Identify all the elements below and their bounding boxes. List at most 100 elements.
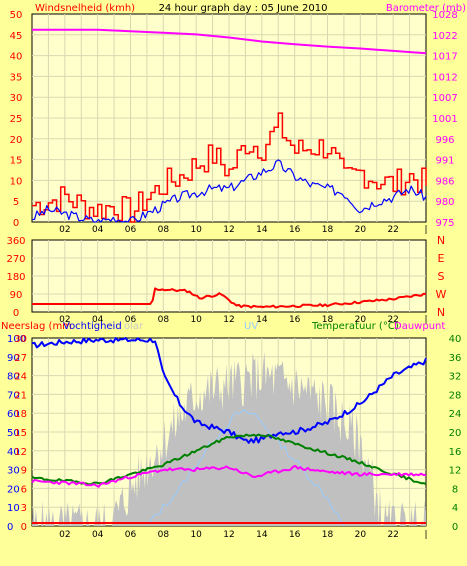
temperature-y-tick: 36 <box>449 353 462 364</box>
direction-y-tick: 270 <box>6 254 25 265</box>
barometer-y-tick: 1007 <box>432 93 457 104</box>
solar-axis-title: olar <box>124 321 144 332</box>
temperature-y-tick: 16 <box>449 447 462 458</box>
uv-line <box>146 409 345 526</box>
x-tick-label: 02 <box>59 530 70 540</box>
rain-y-tick: 12 <box>14 447 27 458</box>
humidity-y-tick: 0 <box>7 522 13 533</box>
temperature-y-tick: 20 <box>449 428 462 439</box>
x-tick-label: 08 <box>158 315 170 325</box>
x-tick-label: 20 <box>355 530 367 540</box>
wind-speed-axis-title: Windsnelheid (kmh) <box>35 3 135 14</box>
barometer-y-tick: 986 <box>435 176 454 187</box>
humidity-axis-title: Vochtigheid <box>63 321 122 332</box>
rain-y-tick: 3 <box>21 503 27 514</box>
x-tick-label: 16 <box>289 530 301 540</box>
x-tick-label: 18 <box>322 225 334 235</box>
barometer-y-tick: 975 <box>435 218 454 229</box>
rain-y-tick: 24 <box>14 372 27 383</box>
x-tick-label: 22 <box>387 315 398 325</box>
x-tick-label: 04 <box>92 530 104 540</box>
x-tick-label: 10 <box>190 315 202 325</box>
x-tick-label: | <box>424 530 427 540</box>
x-tick-label: 18 <box>322 530 334 540</box>
x-tick-label: | <box>424 225 427 235</box>
x-tick-label: | <box>424 315 427 325</box>
barometer-axis-title: Barometer (mb) <box>386 3 466 14</box>
humidity-y-tick: 20 <box>7 484 20 495</box>
wind-y-tick: 30 <box>10 93 23 104</box>
climate-panel <box>31 337 427 527</box>
temperature-y-tick: 0 <box>452 522 458 533</box>
dewpoint-axis-title: Dauwpunt <box>394 321 445 332</box>
barometer-y-tick: 1017 <box>432 52 457 63</box>
temperature-y-tick: 28 <box>449 390 462 401</box>
direction-y-tick: 90 <box>10 290 23 301</box>
temperature-y-tick: 8 <box>452 484 458 495</box>
rain-y-tick: 30 <box>14 334 27 345</box>
wind-y-tick: 5 <box>13 197 19 208</box>
climate-axes: 0102030405060708090100036912151821242730… <box>7 334 461 540</box>
temperature-y-tick: 40 <box>449 334 462 345</box>
x-tick-label: 08 <box>158 225 170 235</box>
wind-y-tick: 45 <box>10 31 23 42</box>
temperature-line <box>31 433 427 486</box>
direction-y-tick: 0 <box>13 308 19 319</box>
wind-direction-line <box>32 287 427 309</box>
x-tick-label: 10 <box>190 225 202 235</box>
dewpoint-line <box>31 465 427 488</box>
rain-y-tick: 9 <box>21 466 27 477</box>
barometer-y-tick: 991 <box>435 156 454 167</box>
wind-y-tick: 15 <box>10 156 23 167</box>
x-tick-label: 04 <box>92 225 104 235</box>
barometer-y-tick: 1012 <box>432 72 457 83</box>
x-tick-label: 02 <box>59 225 70 235</box>
solar-area <box>32 351 426 526</box>
compass-y-tick: E <box>438 252 445 265</box>
wind-speed-line <box>32 112 427 223</box>
compass-y-tick: S <box>438 270 445 283</box>
rain-y-tick: 0 <box>21 522 27 533</box>
x-tick-label: 10 <box>190 530 202 540</box>
wind-barometer-panel <box>31 13 427 223</box>
wind-y-tick: 20 <box>10 135 23 146</box>
humidity-y-tick: 90 <box>7 353 20 364</box>
humidity-y-tick: 40 <box>7 447 20 458</box>
temperature-y-tick: 32 <box>449 372 462 383</box>
humidity-y-tick: 80 <box>7 372 20 383</box>
barometer-y-tick: 1022 <box>432 31 457 42</box>
graph-title: 24 hour graph day : 05 June 2010 <box>159 3 328 14</box>
barometer-y-tick: 1001 <box>432 114 457 125</box>
x-tick-label: 14 <box>256 315 268 325</box>
compass-y-tick: N <box>437 306 445 319</box>
wind-y-tick: 35 <box>10 72 23 83</box>
wind-direction-panel <box>31 239 427 313</box>
x-tick-label: 02 <box>59 315 70 325</box>
compass-y-tick: W <box>436 288 447 301</box>
x-tick-label: 12 <box>223 530 234 540</box>
rain-y-tick: 27 <box>14 353 27 364</box>
wind-y-tick: 0 <box>13 218 19 229</box>
rain-y-tick: 15 <box>14 428 27 439</box>
temperature-axis-title: Temperatuur (°C) <box>311 321 399 332</box>
x-tick-label: 06 <box>125 530 137 540</box>
x-tick-label: 18 <box>322 315 334 325</box>
wind-y-tick: 25 <box>10 114 23 125</box>
direction-y-tick: 180 <box>6 272 25 283</box>
rain-y-tick: 18 <box>14 409 27 420</box>
x-tick-label: 22 <box>387 530 398 540</box>
humidity-line <box>31 337 427 444</box>
compass-y-tick: N <box>437 234 445 247</box>
x-tick-label: 04 <box>92 315 104 325</box>
humidity-y-tick: 50 <box>7 428 20 439</box>
humidity-y-tick: 100 <box>7 334 26 345</box>
x-tick-label: 12 <box>223 225 234 235</box>
x-tick-label: 06 <box>125 315 137 325</box>
humidity-y-tick: 10 <box>7 503 20 514</box>
barometer-y-tick: 1028 <box>432 10 457 21</box>
x-tick-label: 16 <box>289 225 301 235</box>
x-tick-label: 12 <box>223 315 234 325</box>
wind-y-tick: 40 <box>10 52 23 63</box>
